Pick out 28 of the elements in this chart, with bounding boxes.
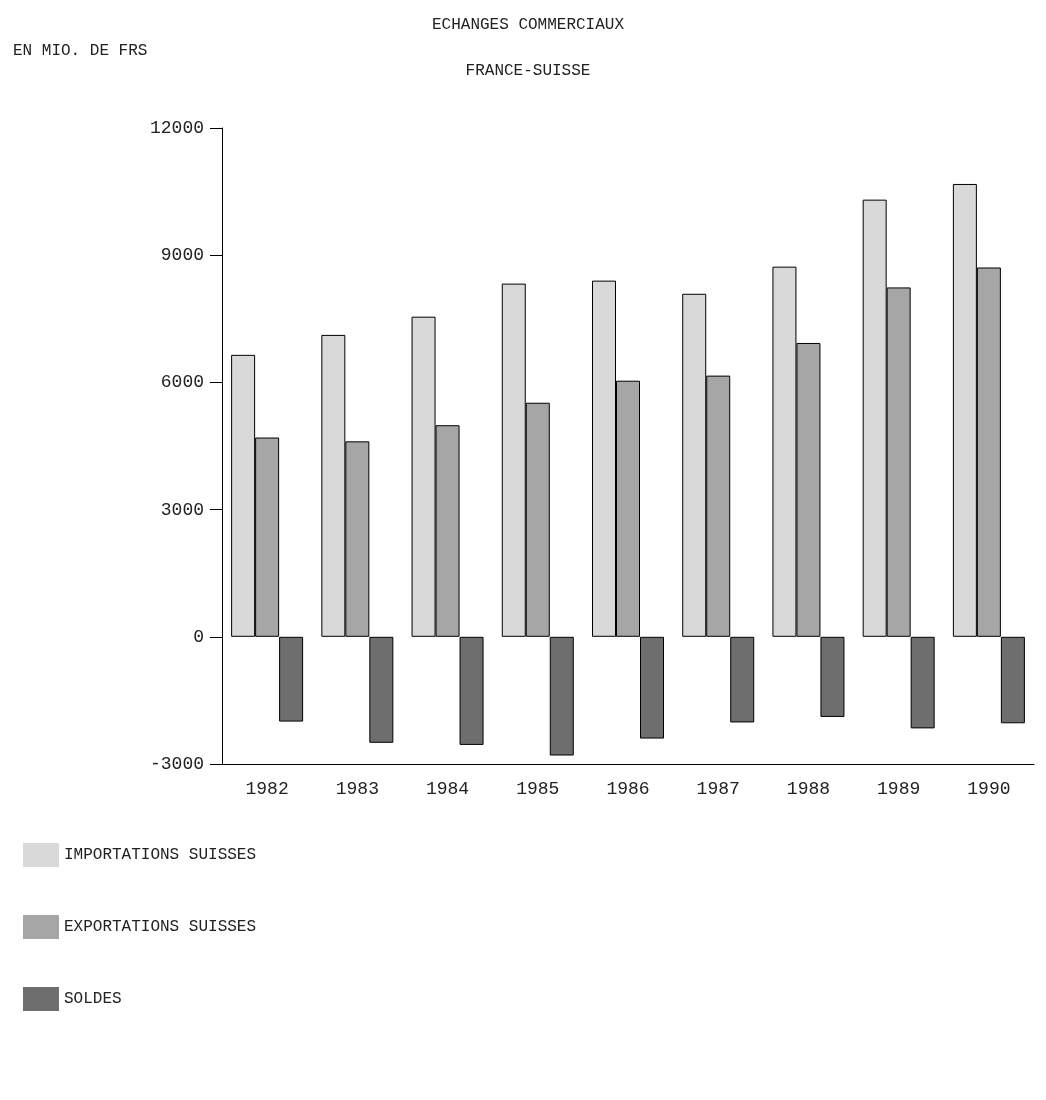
- y-tick-label: 3000: [160, 499, 204, 520]
- y-tick-label: 12000: [149, 118, 204, 138]
- x-tick-label: 1982: [245, 779, 289, 799]
- chart-title: ECHANGES COMMERCIAUX: [431, 16, 625, 34]
- x-tick-label: 1987: [696, 779, 740, 799]
- x-tick-label: 1990: [967, 779, 1011, 799]
- bar: [1000, 636, 1025, 724]
- x-tick-label: 1988: [786, 779, 831, 799]
- bar: [549, 636, 574, 756]
- y-tick-label: 0: [193, 626, 204, 647]
- bar: [910, 636, 935, 729]
- y-axis-title: EN MIO. DE FRS: [13, 42, 148, 60]
- x-tick-label: 1985: [516, 779, 560, 799]
- chart-subtitle: FRANCE-SUISSE: [465, 62, 591, 80]
- x-tick-label: 1983: [335, 779, 379, 799]
- bar: [640, 636, 664, 739]
- legend-label: SOLDES: [64, 990, 122, 1008]
- x-tick-label: 1984: [425, 779, 470, 799]
- legend-label: EXPORTATIONS SUISSES: [64, 918, 257, 936]
- bar: [369, 636, 394, 743]
- y-tick-label: 6000: [160, 372, 204, 393]
- bar: [730, 636, 755, 723]
- x-tick-label: 1986: [606, 779, 650, 799]
- y-tick-label: -3000: [149, 754, 204, 774]
- x-tick-label: 1989: [877, 779, 921, 799]
- legend-label: IMPORTATIONS SUISSES: [64, 846, 257, 864]
- y-tick-label: 9000: [160, 245, 204, 266]
- bar: [279, 636, 304, 722]
